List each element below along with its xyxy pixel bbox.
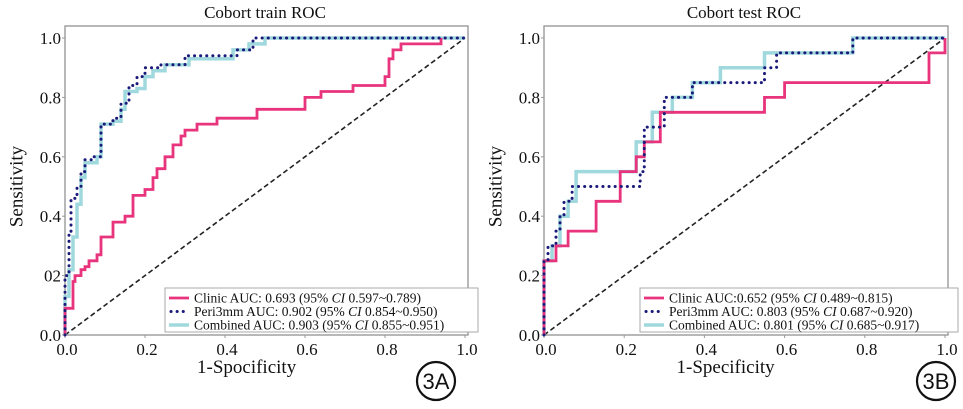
y-tick-label: 1.0: [40, 29, 61, 48]
chart-title: Cobort train ROC: [204, 3, 326, 22]
x-tick-label: 0.0: [56, 340, 77, 359]
y-tick-label: 02: [44, 267, 61, 286]
legend-label-clinic: Clinic AUC:0.652 (95% CI 0.489~0.815): [669, 291, 893, 306]
plot-frame: [543, 25, 949, 336]
y-tick-label: 0.6: [519, 148, 540, 167]
roc-curve-peri3mm: [63, 36, 467, 337]
y-tick-label: 0.2: [519, 267, 540, 286]
legend-box: [639, 287, 959, 333]
y-tick-label: 0.4: [40, 207, 62, 226]
x-tick-label: 0.8: [376, 340, 397, 359]
panel-badge: 3A: [415, 360, 457, 402]
roc-curve-clinic: [63, 38, 443, 335]
chart-title: Cobort test ROC: [687, 3, 801, 22]
badge-circle: [915, 360, 957, 402]
y-axis-label: Sensitivity: [485, 145, 506, 227]
roc-curve-clinic: [542, 38, 947, 335]
roc-panel-b: Cobort test ROC 0.0 0.2 0.4 0.6 0.8 1.0 0.0 0.2 0…: [485, 3, 959, 402]
y-tick-label: 1.0: [519, 29, 540, 48]
x-tick-label: 0.6: [776, 340, 797, 359]
legend-label-combined: Combined AUC: 0.903 (95% CI 0.855~0.951): [194, 318, 444, 333]
x-tick-label: 0.4: [696, 340, 718, 359]
chance-diagonal: [543, 37, 946, 336]
y-tick-label: 0.4: [519, 207, 541, 226]
y-axis-label: Sensitivity: [6, 145, 27, 227]
legend-label-combined: Combined AUC: 0.801 (95% CI 0.685~0.917): [669, 318, 919, 333]
chance-diagonal: [64, 37, 466, 336]
x-tick-label: 0.0: [535, 340, 556, 359]
x-axis-label: 1-Spocificity: [197, 357, 297, 378]
roc-panel-a: Cobort train ROC 0.0 02 0.4 0.6 0.8 1.0 0.0 0.2 0…: [6, 3, 479, 402]
x-axis-label: 1-Specificity: [677, 357, 776, 378]
legend-label-clinic: Clinic AUC: 0.693 (95% CI 0.597~0.789): [194, 291, 421, 306]
x-tick-label: 0.2: [616, 340, 637, 359]
x-tick-label: 0.8: [856, 340, 877, 359]
x-tick-label: 0.4: [216, 340, 238, 359]
y-tick-label: 0.8: [40, 88, 61, 107]
x-tick-label: 0.6: [296, 340, 317, 359]
badge-circle: [415, 360, 457, 402]
y-tick-label: 0.0: [519, 326, 540, 345]
x-tick-label: 0.2: [136, 340, 157, 359]
legend: Clinic AUC: 0.693 (95% CI 0.597~0.789)Pe…: [164, 287, 479, 333]
panel-badge: 3B: [915, 360, 957, 402]
y-tick-label: 0.8: [519, 88, 540, 107]
x-tick-label: 1.0: [936, 340, 957, 359]
badge-label: 3B: [923, 369, 950, 394]
x-tick-label: 1.0: [456, 340, 477, 359]
y-tick-label: 0.6: [40, 148, 61, 167]
legend-box: [164, 287, 479, 333]
plot-frame: [64, 25, 469, 336]
y-tick-label: 0.0: [40, 326, 61, 345]
badge-label: 3A: [423, 369, 450, 394]
legend-label-peri3mm: Peri3mm AUC: 0.902 (95% CI 0.854~0.950): [194, 304, 438, 319]
legend-label-peri3mm: Peri3mm AUC: 0.803 (95% CI 0.687~0.920): [669, 304, 913, 319]
legend: Clinic AUC:0.652 (95% CI 0.489~0.815)Per…: [639, 287, 959, 333]
